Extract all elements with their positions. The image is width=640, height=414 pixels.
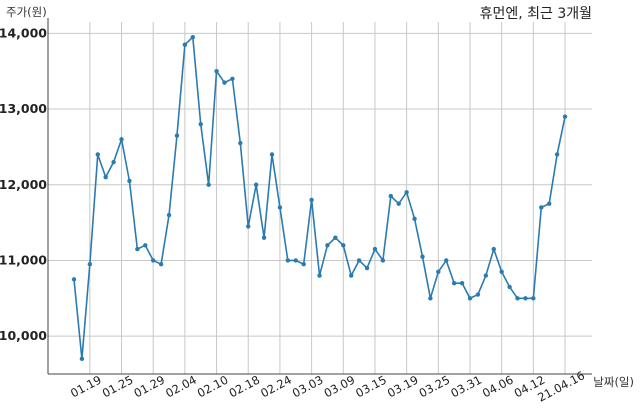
data-point [309,197,314,203]
data-point [182,42,188,47]
y-tick-label: 13,000 [0,101,47,116]
data-point [372,246,378,252]
data-point [238,140,243,146]
data-point [87,262,93,267]
data-point [301,262,306,267]
x-tick-label: 01.29 [131,373,167,401]
price-line [73,35,566,359]
data-point [127,178,132,184]
data-point [341,243,346,248]
data-point [206,182,211,187]
grid [48,22,592,374]
data-point [562,114,568,119]
data-point [222,80,227,85]
data-point [349,273,354,278]
x-tick-label: 02.10 [195,373,231,401]
data-point [404,190,409,195]
data-point [166,212,172,218]
data-point [412,216,417,222]
chart-title: 휴먼엔, 최근 3개월 [480,6,592,22]
y-tick-label: 11,000 [0,252,47,267]
data-point [554,152,560,157]
data-point [246,224,251,229]
data-point [95,152,100,157]
data-point [380,258,386,263]
data-point [428,296,433,301]
data-point [261,235,267,240]
data-point [356,258,362,263]
data-point [119,137,124,142]
data-point [71,277,77,282]
labels: 휴먼엔, 최근 3개월 주가(원) 날짜(일) 10,000 11,000 12,0… [0,5,634,405]
data-point [459,280,465,286]
data-point [214,69,219,74]
x-tick-label: 03.09 [322,373,358,401]
data-point [396,201,401,206]
data-point [451,280,457,286]
data-point [135,246,140,252]
data-point [467,296,473,301]
data-point [285,258,291,263]
y-tick-label: 12,000 [0,177,47,192]
axes [47,18,592,375]
data-point [79,356,85,362]
x-axis-label: 날짜(일) [593,375,634,389]
data-point [190,34,195,40]
data-point [475,292,481,297]
x-tick-label: 03.19 [385,373,421,401]
data-point [436,269,441,275]
x-tick-label: 03.15 [353,373,389,401]
data-point [333,235,338,240]
data-point [539,205,544,210]
data-point [158,262,164,267]
data-point [293,258,298,263]
data-point [507,284,512,290]
data-point [143,243,148,248]
data-point [111,159,116,165]
x-tick-label: 03.25 [417,373,453,401]
data-point [499,269,504,275]
y-tick-label: 10,000 [0,328,47,343]
x-tick-label: 02.24 [258,373,294,401]
x-tick-label: 03.31 [448,373,484,401]
data-point [523,296,528,301]
y-axis-label: 주가(원) [6,5,47,19]
data-point [277,205,283,210]
data-point [174,133,180,138]
data-point [388,193,393,199]
x-tick-label: 02.18 [227,373,263,401]
data-point [364,265,370,271]
data-point [547,201,552,206]
data-point [531,296,536,301]
y-tick-label: 14,000 [0,25,47,40]
series [71,34,568,362]
data-point [317,273,322,278]
x-tick-label: 01.19 [68,373,104,401]
data-point [269,152,275,157]
data-point [420,254,425,259]
data-point [444,258,449,263]
data-point [253,182,259,187]
data-point [103,174,108,180]
x-tick-label: 01.25 [100,373,136,401]
x-tick-label: 02.04 [163,373,199,401]
data-point [198,121,203,127]
data-point [230,76,235,81]
data-point [515,296,520,301]
data-point [325,243,330,248]
data-point [491,246,496,252]
data-point [483,273,489,278]
x-tick-label: 03.03 [290,373,326,401]
x-tick-label: 04.06 [480,373,516,401]
data-point [151,258,156,263]
